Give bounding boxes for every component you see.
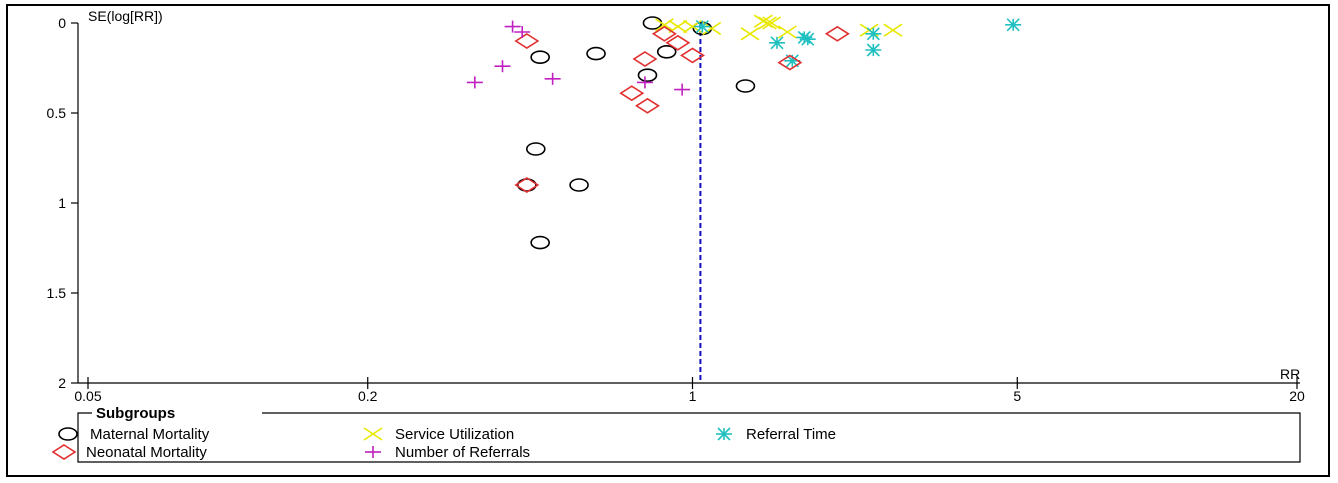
point-service-utilization <box>883 23 903 37</box>
point-maternal-mortality <box>517 178 537 192</box>
point-maternal-mortality <box>656 44 677 59</box>
x-tick-label: 0.05 <box>74 388 101 404</box>
point-number-of-referrals <box>466 76 483 89</box>
point-maternal-mortality <box>642 16 663 30</box>
point-neonatal-mortality <box>824 25 850 42</box>
y-tick-label: 0.5 <box>47 105 67 121</box>
legend-items: Maternal Mortality Service Utilization Ref… <box>51 426 836 461</box>
point-maternal-mortality <box>526 142 546 156</box>
point-neonatal-mortality <box>514 177 540 193</box>
point-service-utilization <box>758 16 777 30</box>
y-tick-label: 1.5 <box>47 285 67 301</box>
point-maternal-mortality <box>569 178 589 192</box>
x-axis-title: RR <box>1280 366 1300 382</box>
y-ticks: 0 0.5 1 1.5 2 <box>47 15 78 391</box>
point-neonatal-mortality <box>651 25 677 42</box>
legend-label: Number of Referrals <box>395 444 530 461</box>
point-number-of-referrals <box>494 60 511 73</box>
point-service-utilization <box>777 25 797 39</box>
point-neonatal-mortality <box>619 85 645 102</box>
point-neonatal-mortality <box>632 51 658 67</box>
x-tick-label: 20 <box>1289 388 1305 404</box>
legend-marker-icon <box>58 427 78 441</box>
axes: SE(log[RR]) RR <box>77 8 1300 384</box>
point-service-utilization <box>702 21 722 36</box>
point-maternal-mortality <box>530 235 550 250</box>
legend-marker-icon <box>716 427 732 441</box>
point-neonatal-mortality <box>514 33 540 49</box>
legend: Subgroups Maternal Mortality Service Util… <box>51 405 1301 463</box>
legend-label: Service Utilization <box>395 426 514 443</box>
x-tick-label: 5 <box>1013 388 1021 404</box>
point-number-of-referrals <box>504 20 521 33</box>
point-number-of-referrals <box>636 76 653 89</box>
x-ticks: 0.05 0.2 1 5 20 <box>74 377 1305 404</box>
point-maternal-mortality <box>530 50 550 65</box>
point-neonatal-mortality <box>665 34 691 51</box>
point-referral-time <box>1005 18 1022 32</box>
y-tick-label: 2 <box>58 375 66 391</box>
legend-label: Neonatal Mortality <box>86 444 207 461</box>
y-tick-label: 1 <box>58 195 66 211</box>
legend-marker-icon <box>365 446 381 458</box>
point-referral-time <box>865 27 882 41</box>
point-maternal-mortality <box>586 46 606 61</box>
y-tick-label: 0 <box>58 15 66 31</box>
legend-box <box>77 412 1301 463</box>
point-neonatal-mortality <box>634 97 660 114</box>
point-referral-time <box>865 43 882 57</box>
y-axis-title: SE(log[RR]) <box>88 8 163 24</box>
point-referral-time <box>796 30 813 44</box>
point-service-utilization <box>654 18 674 32</box>
point-maternal-mortality <box>735 79 756 93</box>
point-referral-time <box>768 36 785 50</box>
point-number-of-referrals <box>544 72 561 85</box>
point-maternal-mortality <box>637 68 658 82</box>
point-number-of-referrals <box>514 26 531 38</box>
point-neonatal-mortality <box>777 54 803 71</box>
legend-title: Subgroups <box>96 405 175 422</box>
legend-marker-icon <box>363 427 383 441</box>
legend-label: Maternal Mortality <box>90 426 210 443</box>
point-service-utilization <box>740 27 760 41</box>
legend-marker-icon <box>51 444 77 460</box>
x-tick-label: 1 <box>689 388 697 404</box>
x-tick-label: 0.2 <box>358 388 378 404</box>
point-referral-time <box>694 20 711 34</box>
point-number-of-referrals <box>674 83 691 96</box>
point-neonatal-mortality <box>680 47 705 64</box>
data-points <box>466 14 1022 250</box>
chart-frame <box>6 4 1330 477</box>
point-service-utilization <box>762 16 782 30</box>
legend-label: Referral Time <box>746 426 836 443</box>
